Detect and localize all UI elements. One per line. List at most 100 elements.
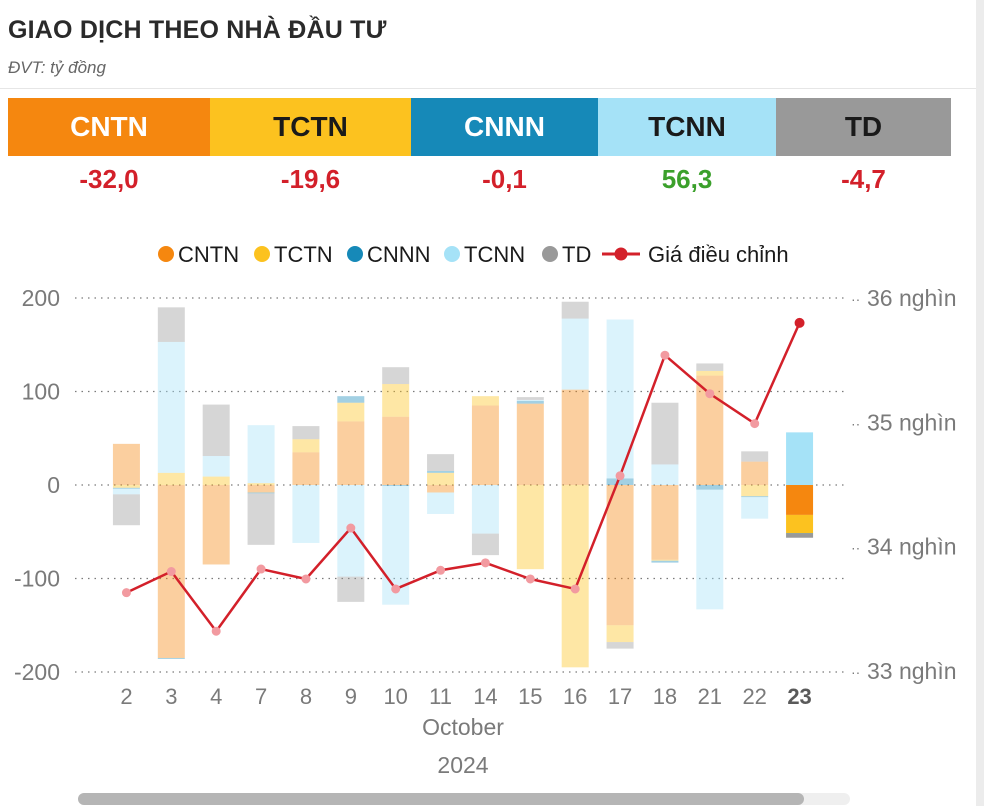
price-point-18 (660, 350, 670, 360)
vertical-scrollbar[interactable] (976, 0, 984, 806)
summary-tctn-label: TCTN (210, 98, 411, 156)
bar-cnnn-9 (337, 396, 365, 403)
bar-td-11 (427, 454, 455, 471)
chart-legend[interactable]: CNTN TCTN CNNN TCNN TD Giá điều chỉnh (158, 242, 789, 267)
bar-cntn-8 (292, 452, 320, 485)
bar-td-16 (561, 301, 589, 319)
bar-td-3 (157, 307, 185, 342)
bar-cntn-15 (516, 403, 544, 485)
legend-swatch-cnnn (347, 246, 363, 262)
y-right-tick: 36 nghìn (867, 285, 957, 311)
bar-cntn-16 (561, 389, 589, 485)
bar-cnnn-3 (157, 657, 185, 659)
summary-cntn-label: CNTN (8, 98, 210, 156)
price-point-9 (346, 523, 356, 533)
investor-summary-header: CNTN TCTN CNNN TCNN TD (8, 98, 951, 158)
x-tick-11: 11 (429, 684, 452, 709)
summary-tctn-value: -19,6 (280, 163, 341, 194)
bar-tctn-15 (516, 485, 544, 570)
bar-cnnn-17 (606, 478, 634, 485)
bar-td-2 (112, 494, 140, 526)
bar-td-4 (202, 404, 230, 457)
bar-tctn-8 (292, 439, 320, 453)
y-left-tick: 200 (22, 285, 60, 311)
x-axis-label: October (422, 714, 504, 740)
x-tick-8: 8 (300, 684, 312, 709)
chart-axes: 200 100 0 -100 -200 ·· 36 nghìn ·· 35 nghìn ·· 34 … (14, 285, 957, 778)
x-tick-2: 2 (120, 684, 132, 709)
x-tick-9: 9 (345, 684, 357, 709)
bar-tctn-16 (561, 485, 589, 668)
y-right-tick-mark: ·· (851, 540, 860, 556)
y-right-tick-mark: ·· (851, 664, 860, 680)
bar-tcnn-22 (741, 497, 769, 519)
bar-td-18 (651, 402, 679, 465)
y-right-tick: 33 nghìn (867, 658, 957, 684)
price-point-3 (166, 567, 176, 577)
bar-tcnn-23 (786, 432, 814, 485)
bar-tcnn-21 (696, 489, 724, 610)
horizontal-scrollbar-thumb[interactable] (78, 793, 804, 805)
price-point-10 (391, 584, 401, 594)
unit-label: ĐVT: tỷ đồng (8, 58, 106, 77)
y-left-tick: 0 (47, 472, 60, 498)
bar-tctn-3 (157, 472, 185, 485)
bar-cnnn-2 (112, 487, 140, 489)
price-point-23 (794, 317, 805, 328)
bar-cntn-22 (741, 461, 769, 485)
legend-label-tctn: TCTN (274, 242, 333, 267)
bar-td-23 (786, 533, 814, 538)
summary-cntn-value: -32,0 (79, 163, 139, 194)
price-line (121, 317, 805, 636)
chart-gridlines (75, 297, 846, 673)
bar-td-8 (292, 426, 320, 440)
bar-cnnn-21 (696, 485, 724, 490)
bar-cnnn-7 (247, 492, 275, 494)
bar-tctn-17 (606, 625, 634, 643)
summary-cnnn-value: -0,1 (482, 163, 527, 194)
bar-tctn-23 (786, 514, 814, 534)
bar-cntn-2 (112, 443, 140, 485)
price-line-path (125, 322, 801, 633)
bar-tcnn-7 (247, 425, 275, 484)
investor-flow-chart: CNTN TCTN CNNN TCNN TD Giá điều chỉnh 200 100 0… (14, 242, 957, 778)
y-right-tick: 35 nghìn (867, 409, 957, 435)
price-point-21 (705, 389, 715, 399)
bar-tcnn-18 (651, 464, 679, 485)
investor-summary-values: -32,0 -19,6 -0,1 56,3 -4,7 (8, 160, 951, 198)
bar-td-14 (471, 533, 499, 556)
summary-cnnn-label: CNNN (411, 98, 598, 156)
summary-td-value: -4,7 (841, 163, 886, 194)
price-point-15 (525, 574, 535, 584)
bar-cntn-23 (786, 485, 814, 515)
price-point-4 (211, 626, 221, 636)
legend-swatch-price-dot (614, 247, 628, 261)
legend-label-price: Giá điều chỉnh (648, 242, 789, 267)
legend-label-cntn: CNTN (178, 242, 239, 267)
page-title: GIAO DỊCH THEO NHÀ ĐẦU TƯ (8, 16, 387, 44)
y-left-tick: 100 (22, 379, 60, 405)
x-tick-18: 18 (653, 684, 677, 709)
bar-tcnn-17 (606, 319, 634, 479)
bar-cntn-4 (202, 485, 230, 565)
bar-tctn-4 (202, 476, 230, 485)
bar-tctn-11 (427, 472, 455, 485)
bar-tctn-2 (112, 485, 140, 488)
price-point-2 (121, 588, 131, 598)
bar-cntn-18 (651, 485, 679, 560)
price-point-14 (480, 558, 490, 568)
bar-cntn-17 (606, 485, 634, 626)
bar-tcnn-16 (561, 318, 589, 390)
legend-label-cnnn: CNNN (367, 242, 431, 267)
bar-td-22 (741, 451, 769, 462)
bar-tcnn-14 (471, 485, 499, 534)
bar-td-7 (247, 493, 275, 545)
y-left-tick: -100 (14, 566, 60, 592)
x-tick-10: 10 (383, 684, 407, 709)
bar-tctn-18 (651, 559, 679, 561)
bar-tctn-7 (247, 483, 275, 485)
bar-cntn-10 (382, 416, 410, 485)
bar-td-15 (516, 397, 544, 400)
y-right-tick-mark: ·· (851, 291, 860, 307)
legend-swatch-tcnn (444, 246, 460, 262)
